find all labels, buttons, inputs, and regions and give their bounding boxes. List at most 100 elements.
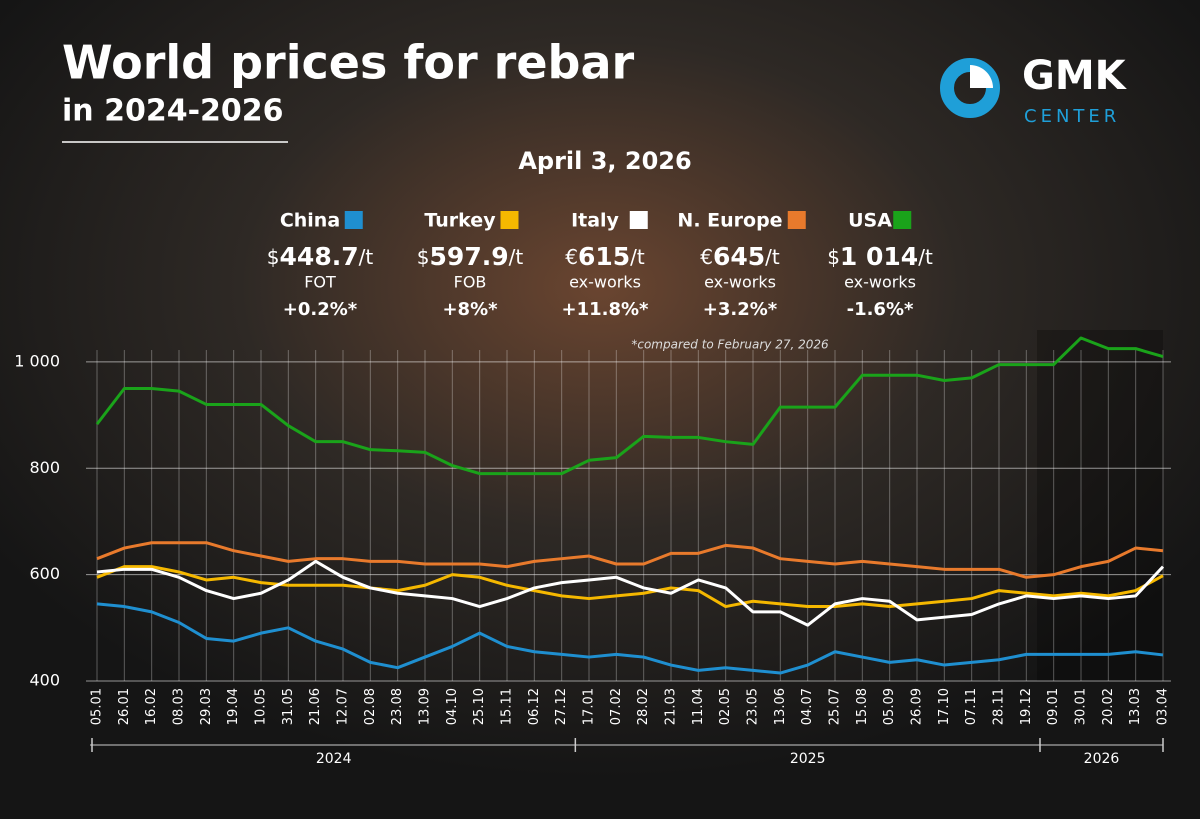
x-tick-label: 27.12: [554, 688, 569, 725]
summary-price: €615/t: [565, 242, 645, 271]
x-tick-label: 26.09: [910, 688, 925, 725]
summary-name: N. Europe: [677, 210, 782, 232]
x-tick-label: 17.01: [582, 688, 597, 725]
logo-mark: [970, 65, 993, 88]
summary-price: $448.7/t: [267, 242, 374, 271]
x-tick-label: 15.08: [855, 688, 870, 725]
x-tick-label: 02.08: [363, 688, 378, 725]
x-tick-label: 21.03: [664, 688, 679, 725]
y-tick-label: 800: [29, 458, 60, 477]
x-tick-label: 03.04: [1156, 688, 1171, 725]
x-tick-label: 13.06: [773, 688, 788, 725]
x-tick-label: 15.11: [500, 688, 515, 725]
summary-price-value: 1 014: [840, 242, 918, 271]
summary-price-value: 645: [713, 242, 765, 271]
x-tick-label: 25.10: [472, 688, 487, 725]
period-shade: [1037, 330, 1163, 681]
x-tick-label: 04.10: [445, 688, 460, 725]
summary-price-value: 597.9: [430, 242, 509, 271]
summary-swatch: [629, 211, 648, 229]
series-line: [96, 602, 1164, 675]
x-tick-label: 07.02: [609, 688, 624, 725]
summary-currency: €: [700, 245, 713, 269]
x-tick-label: 13.03: [1128, 688, 1143, 725]
summary-price: $597.9/t: [417, 242, 524, 271]
summary-swatch: [344, 211, 363, 229]
x-tick-label: 19.04: [226, 688, 241, 725]
x-tick-label: 05.09: [882, 688, 897, 725]
x-tick-label: 08.03: [172, 688, 187, 725]
x-tick-label: 10.05: [254, 688, 269, 725]
chart-title: World prices for rebar: [62, 36, 635, 90]
x-tick-label: 30.01: [1074, 688, 1089, 725]
x-tick-label: 26.01: [117, 688, 132, 725]
x-tick-label: 28.11: [992, 688, 1007, 725]
summary-change: -1.6%*: [847, 299, 914, 320]
series-line: [96, 565, 1164, 609]
y-tick-label: 400: [29, 671, 60, 690]
summary-unit: /t: [509, 245, 524, 269]
year-label: 2025: [790, 751, 826, 767]
summary-currency: €: [565, 245, 578, 269]
summary-price: $1 014/t: [827, 242, 933, 271]
summary-basis: FOB: [454, 273, 487, 292]
x-tick-label: 07.11: [964, 688, 979, 725]
summary-price: €645/t: [700, 242, 780, 271]
x-tick-label: 25.07: [828, 688, 843, 725]
x-tick-label: 11.04: [691, 688, 706, 725]
x-tick-label: 13.09: [418, 688, 433, 725]
summary-swatch: [500, 211, 519, 229]
summary-basis: ex-works: [844, 273, 916, 292]
x-tick-label: 20.02: [1101, 688, 1116, 725]
x-tick-label: 28.02: [636, 688, 651, 725]
summary-unit: /t: [918, 245, 933, 269]
x-tick-label: 17.10: [937, 688, 952, 725]
summary-unit: /t: [359, 245, 374, 269]
summary-change: +11.8%*: [562, 299, 650, 320]
date: April 3, 2026: [518, 147, 691, 175]
summary-change: +0.2%*: [283, 299, 358, 320]
x-tick-label: 04.07: [800, 688, 815, 725]
summary-currency: $: [267, 245, 280, 269]
logo-sub: CENTER: [1024, 106, 1120, 127]
summary-currency: $: [417, 245, 430, 269]
summary-basis: FOT: [304, 273, 336, 292]
x-tick-label: 12.07: [336, 688, 351, 725]
chart-subtitle: in 2024-2026: [62, 94, 284, 129]
x-tick-label: 23.05: [746, 688, 761, 725]
series-line: [96, 541, 1164, 579]
summary-swatch: [787, 211, 806, 229]
x-tick-label: 31.05: [281, 688, 296, 725]
note: *compared to February 27, 2026: [631, 338, 829, 352]
y-tick-label: 1 000: [14, 351, 60, 370]
summary-unit: /t: [630, 245, 645, 269]
x-tick-label: 05.01: [90, 688, 105, 725]
series-line: [96, 559, 1165, 627]
x-tick-label: 06.12: [527, 688, 542, 725]
summary-name: China: [280, 210, 340, 232]
x-tick-label: 16.02: [144, 688, 159, 725]
summary-basis: ex-works: [704, 273, 776, 292]
summary-price-value: 448.7: [280, 242, 359, 271]
year-label: 2024: [316, 751, 352, 767]
series-line: [95, 336, 1164, 476]
summary-name: Turkey: [424, 210, 496, 232]
x-tick-label: 29.03: [199, 688, 214, 725]
x-tick-label: 02.05: [718, 688, 733, 725]
summary-name: USA: [848, 210, 892, 232]
x-tick-label: 23.08: [390, 688, 405, 725]
summary-currency: $: [827, 245, 840, 269]
summary-change: +3.2%*: [703, 299, 778, 320]
summary-swatch: [893, 211, 912, 229]
summary-unit: /t: [765, 245, 780, 269]
summary-basis: ex-works: [569, 273, 641, 292]
x-tick-label: 19.12: [1019, 688, 1034, 725]
x-tick-label: 09.01: [1046, 688, 1061, 725]
summary-name: Italy: [571, 210, 619, 232]
y-tick-label: 600: [29, 564, 60, 583]
x-tick-label: 21.06: [308, 688, 323, 725]
summary-change: +8%*: [442, 299, 498, 320]
